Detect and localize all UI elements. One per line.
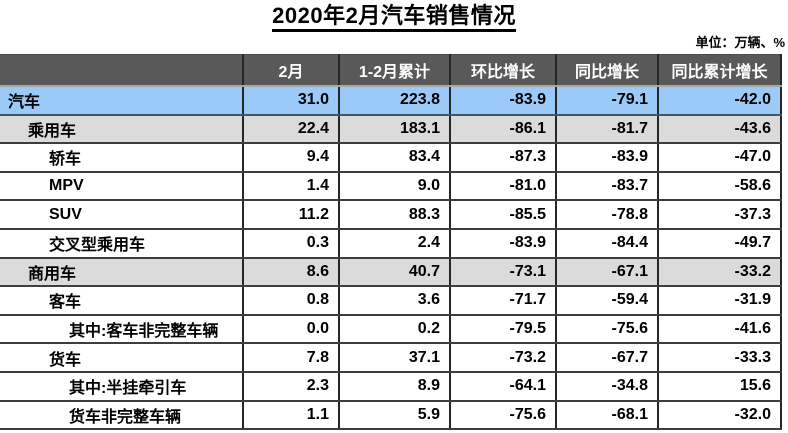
table-row: 其中:半挂牵引车 2.3 8.9 -64.1 -34.8 15.6: [0, 371, 781, 402]
value-cell: -75.6: [449, 400, 556, 431]
row-label: 商用车: [0, 257, 243, 288]
value-cell: -86.1: [449, 114, 556, 145]
value-cell: -83.9: [449, 228, 556, 259]
value-cell: -75.6: [555, 314, 658, 345]
table-row: 货车 7.8 37.1 -73.2 -67.7 -33.3: [0, 343, 781, 373]
table-row: 客车 0.8 3.6 -71.7 -59.4 -31.9: [0, 286, 781, 316]
value-cell: 37.1: [338, 343, 450, 373]
row-label: 其中:半挂牵引车: [0, 371, 243, 402]
table-row: SUV 11.2 88.3 -85.5 -78.8 -37.3: [0, 200, 781, 230]
value-cell: -58.6: [657, 171, 781, 202]
value-cell: -33.3: [657, 343, 781, 373]
table-row: 汽车 31.0 223.8 -83.9 -79.1 -42.0: [0, 86, 781, 116]
table-body: 汽车 31.0 223.8 -83.9 -79.1 -42.0 乘用车 22.4 183.1 -8…: [0, 86, 781, 431]
value-cell: -81.7: [555, 114, 658, 145]
value-cell: -85.5: [449, 200, 556, 230]
value-cell: 7.8: [242, 343, 339, 373]
column-header: [0, 54, 243, 87]
value-cell: -31.9: [657, 286, 781, 316]
value-cell: -79.1: [555, 86, 658, 116]
value-cell: 5.9: [338, 400, 450, 431]
value-cell: 88.3: [338, 200, 450, 230]
table-row: MPV 1.4 9.0 -81.0 -83.7 -58.6: [0, 171, 781, 202]
value-cell: 9.4: [242, 143, 339, 173]
value-cell: -79.5: [449, 314, 556, 345]
row-label: 货车: [0, 343, 243, 373]
value-cell: -78.8: [555, 200, 658, 230]
value-cell: 31.0: [242, 86, 339, 116]
row-label: 乘用车: [0, 114, 243, 145]
value-cell: -32.0: [657, 400, 781, 431]
value-cell: -71.7: [449, 286, 556, 316]
value-cell: 83.4: [338, 143, 450, 173]
table-row: 其中:客车非完整车辆 0.0 0.2 -79.5 -75.6 -41.6: [0, 314, 781, 345]
table-row: 轿车 9.4 83.4 -87.3 -83.9 -47.0: [0, 143, 781, 173]
row-label: 货车非完整车辆: [0, 400, 243, 431]
value-cell: 8.9: [338, 371, 450, 402]
value-cell: 15.6: [657, 371, 781, 402]
page-title: 2020年2月汽车销售情况: [272, 3, 516, 32]
value-cell: 9.0: [338, 171, 450, 202]
value-cell: 1.1: [242, 400, 339, 431]
column-header: 环比增长: [449, 54, 556, 87]
value-cell: 22.4: [242, 114, 339, 145]
value-cell: -83.9: [555, 143, 658, 173]
value-cell: -43.6: [657, 114, 781, 145]
value-cell: -73.1: [449, 257, 556, 288]
unit-label: 单位：万辆、%: [695, 35, 785, 50]
value-cell: 0.2: [338, 314, 450, 345]
value-cell: -42.0: [657, 86, 781, 116]
row-label: SUV: [0, 200, 243, 230]
row-label: 其中:客车非完整车辆: [0, 314, 243, 345]
column-header: 同比累计增长: [657, 54, 781, 87]
value-cell: -81.0: [449, 171, 556, 202]
row-label: 汽车: [0, 86, 243, 116]
value-cell: -67.7: [555, 343, 658, 373]
value-cell: -73.2: [449, 343, 556, 373]
value-cell: -64.1: [449, 371, 556, 402]
value-cell: -49.7: [657, 228, 781, 259]
value-cell: 2.4: [338, 228, 450, 259]
value-cell: -83.7: [555, 171, 658, 202]
value-cell: -83.9: [449, 86, 556, 116]
value-cell: -41.6: [657, 314, 781, 345]
row-label: 交叉型乘用车: [0, 228, 243, 259]
table-row: 商用车 8.6 40.7 -73.1 -67.1 -33.2: [0, 257, 781, 288]
value-cell: 40.7: [338, 257, 450, 288]
value-cell: 8.6: [242, 257, 339, 288]
table-row: 交叉型乘用车 0.3 2.4 -83.9 -84.4 -49.7: [0, 228, 781, 259]
title-wrap: 2020年2月汽车销售情况: [0, 0, 788, 33]
value-cell: -67.1: [555, 257, 658, 288]
row-label: 轿车: [0, 143, 243, 173]
value-cell: -59.4: [555, 286, 658, 316]
table-header-row: 2月 1-2月累计 环比增长 同比增长 同比累计增长: [0, 54, 781, 87]
value-cell: -68.1: [555, 400, 658, 431]
value-cell: -47.0: [657, 143, 781, 173]
value-cell: -84.4: [555, 228, 658, 259]
value-cell: 0.0: [242, 314, 339, 345]
value-cell: -34.8: [555, 371, 658, 402]
value-cell: 183.1: [338, 114, 450, 145]
column-header: 同比增长: [555, 54, 658, 87]
column-header: 1-2月累计: [338, 54, 450, 87]
row-label: 客车: [0, 286, 243, 316]
auto-sales-table: 2月 1-2月累计 环比增长 同比增长 同比累计增长 汽车 31.0 223.8 -83.9-…: [0, 54, 782, 431]
row-label: MPV: [0, 171, 243, 202]
value-cell: -33.2: [657, 257, 781, 288]
value-cell: 3.6: [338, 286, 450, 316]
value-cell: 11.2: [242, 200, 339, 230]
value-cell: -87.3: [449, 143, 556, 173]
value-cell: 2.3: [242, 371, 339, 402]
column-header: 2月: [242, 54, 339, 87]
table-row: 货车非完整车辆 1.1 5.9 -75.6 -68.1 -32.0: [0, 400, 781, 431]
value-cell: 1.4: [242, 171, 339, 202]
value-cell: 0.3: [242, 228, 339, 259]
table-row: 乘用车 22.4 183.1 -86.1 -81.7 -43.6: [0, 114, 781, 145]
value-cell: -37.3: [657, 200, 781, 230]
value-cell: 223.8: [338, 86, 450, 116]
value-cell: 0.8: [242, 286, 339, 316]
